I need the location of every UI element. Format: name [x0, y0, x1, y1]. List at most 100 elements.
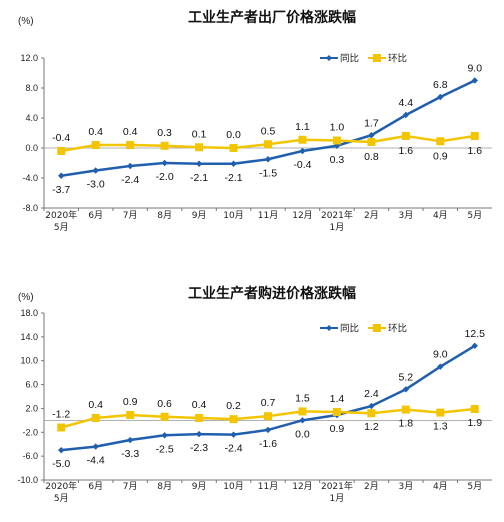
y-tick-label: 10.0	[20, 356, 38, 366]
data-point-marker	[58, 446, 65, 454]
data-label: -2.0	[156, 171, 174, 183]
data-point-marker	[264, 140, 272, 149]
data-label: 0.9	[330, 423, 345, 435]
data-label: 1.8	[399, 418, 414, 430]
legend: 同比 环比	[320, 53, 407, 65]
data-point-marker	[298, 135, 307, 144]
y-tick-label: 6.0	[25, 380, 38, 390]
data-label: 4.4	[399, 97, 414, 109]
data-label: -1.5	[259, 167, 277, 179]
legend-label: 同比	[340, 53, 359, 65]
y-tick-label: 18.0	[20, 308, 38, 318]
data-point-marker	[401, 132, 410, 140]
x-tick-label: 2月	[364, 481, 379, 492]
legend-marker	[373, 54, 381, 62]
data-label: -2.3	[190, 442, 208, 454]
data-point-marker	[299, 417, 306, 424]
data-point-marker	[161, 432, 168, 439]
legend-marker	[326, 325, 332, 331]
data-point-marker	[298, 407, 307, 416]
data-point-marker	[368, 132, 375, 139]
data-point-marker	[161, 159, 168, 167]
data-label: -2.1	[190, 172, 208, 184]
data-label: 9.0	[433, 349, 448, 361]
x-tick-label: 1月	[330, 493, 345, 504]
legend-marker	[373, 324, 381, 332]
x-tick-label: 10月	[223, 210, 243, 221]
data-label: 0.3	[157, 127, 172, 139]
data-point-marker	[437, 93, 444, 101]
data-label: -3.3	[121, 448, 139, 460]
y-tick-label: 12.0	[20, 53, 38, 63]
x-tick-label: 11月	[258, 210, 278, 221]
x-tick-label: 12月	[292, 210, 312, 221]
data-point-marker	[57, 147, 66, 155]
legend-label: 环比	[388, 323, 407, 335]
data-label: 0.4	[88, 126, 103, 138]
x-tick-label: 2020年	[45, 480, 77, 492]
data-point-marker	[471, 342, 478, 350]
data-label: 1.4	[330, 393, 345, 405]
x-tick-label: 5月	[467, 210, 482, 221]
data-label: -2.4	[121, 174, 139, 186]
data-point-marker	[57, 423, 66, 432]
data-label: 6.8	[433, 79, 448, 91]
data-label: 2.4	[364, 388, 379, 400]
data-label: 0.3	[330, 154, 345, 166]
x-tick-label: 12月	[292, 481, 312, 492]
y-tick-label: -8.0	[22, 203, 38, 213]
data-point-marker	[229, 144, 238, 152]
data-label: -2.4	[224, 443, 242, 455]
data-point-marker	[401, 405, 410, 414]
data-label: 9.0	[467, 63, 482, 75]
data-label: 1.0	[330, 122, 345, 134]
data-label: 1.9	[467, 417, 482, 429]
data-point-marker	[58, 172, 65, 179]
data-point-marker	[195, 430, 203, 438]
data-point-marker	[264, 426, 272, 434]
data-label: 0.8	[364, 151, 379, 163]
series-mom: -0.4 0.4 0.4 0.3 0.1 0.0 0.5 1.1 1.0 0.8 1.6 0.9 1.6	[52, 121, 482, 163]
data-point-marker	[437, 363, 444, 370]
x-tick-label: 8月	[157, 481, 172, 492]
data-point-marker	[332, 136, 341, 145]
data-label: -4.4	[87, 455, 105, 467]
data-point-marker	[230, 160, 237, 167]
data-label: 1.3	[433, 421, 448, 433]
data-label: 0.4	[192, 399, 207, 411]
legend-label: 同比	[340, 323, 359, 335]
data-point-marker	[436, 137, 445, 146]
data-label: 0.7	[261, 397, 276, 409]
x-tick-label: 2月	[364, 210, 379, 221]
data-label: -3.7	[52, 184, 70, 196]
data-label: -2.1	[224, 172, 242, 184]
data-label: -2.5	[156, 443, 174, 455]
data-point-marker	[470, 405, 479, 414]
legend-marker	[326, 55, 332, 61]
chart-1: 工业生产者出厂价格涨跌幅 (%) 12.0 8.0 4.0 0.0 -4.0 -8.0 2020…	[18, 9, 492, 233]
data-label: 0.0	[295, 428, 310, 440]
y-tick-label: 8.0	[25, 83, 38, 93]
data-point-marker	[126, 436, 134, 444]
y-tick-label: -6.0	[22, 451, 38, 461]
data-label: 1.1	[295, 121, 310, 133]
data-point-marker	[126, 410, 135, 419]
data-label: 0.9	[433, 150, 448, 162]
data-point-marker	[195, 160, 203, 167]
y-tick-label: 4.0	[25, 113, 38, 123]
data-label: 0.5	[261, 125, 276, 137]
x-tick-label: 4月	[433, 481, 448, 492]
x-tick-label: 11月	[258, 481, 278, 492]
data-point-marker	[91, 141, 100, 149]
chart-title: 工业生产者出厂价格涨跌幅	[188, 9, 356, 26]
data-point-marker	[195, 413, 204, 422]
data-label: -3.0	[87, 179, 105, 191]
y-tick-label: -10.0	[17, 475, 38, 485]
data-label: -0.4	[293, 159, 311, 171]
x-tick-label: 7月	[123, 481, 138, 492]
x-tick-label: 6月	[88, 210, 103, 221]
x-tick-label: 2021年	[321, 480, 353, 492]
series-mom: -1.2 0.4 0.9 0.6 0.4 0.2 0.7 1.5 1.4 1.2 1.8 1.3 1.9	[52, 392, 482, 433]
